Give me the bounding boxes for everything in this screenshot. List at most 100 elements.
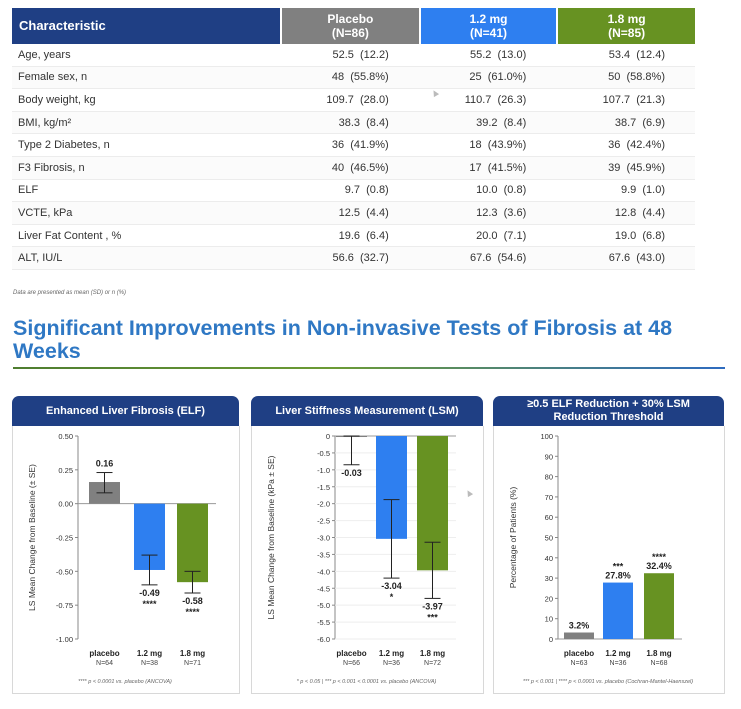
elf-panel-title: Enhanced Liver Fibrosis (ELF): [12, 396, 239, 426]
table-cell: 39.2 (8.4): [418, 111, 557, 135]
category-label: 1.2 mg: [379, 649, 404, 658]
table-row: Type 2 Diabetes, n 36 (41.9%) 18 (43.9%) 36…: [12, 134, 695, 157]
row-label: Type 2 Diabetes, n: [12, 134, 280, 157]
table-cell: 36 (42.4%): [556, 134, 695, 157]
y-tick-label: 30: [545, 574, 553, 583]
y-tick-label: 40: [545, 554, 553, 563]
row-label: Liver Fat Content , %: [12, 225, 280, 248]
significance-stars: ****: [142, 599, 157, 609]
lsm-chart: 0 -0.5 -1.0 -1.5 -2.0 -2.5 -3.0 -3.5 -4.0 -4.5 -5.…: [266, 432, 456, 667]
category-n: N=72: [424, 660, 441, 667]
table-cell: 55.2 (13.0): [418, 44, 557, 67]
y-tick-label: -0.5: [317, 449, 330, 458]
header-label: Placebo: [327, 12, 374, 26]
chart-title: Liver Stiffness Measurement (LSM): [275, 404, 459, 417]
y-tick-label: -1.5: [317, 483, 330, 492]
category-n: N=71: [184, 660, 201, 667]
table-cell: 17 (41.5%): [418, 156, 557, 180]
data-label: 0.16: [96, 459, 114, 469]
table-row: ELF 9.7 (0.8) 10.0 (0.8) 9.9 (1.0): [12, 180, 695, 203]
header-n: (N=85): [608, 26, 646, 40]
row-label: BMI, kg/m²: [12, 111, 280, 135]
row-label: ALT, IU/L: [12, 247, 280, 270]
header-n: (N=41): [469, 26, 507, 40]
category-n: N=64: [96, 660, 113, 667]
category-n: N=36: [610, 660, 627, 667]
table-row: Age, years 52.5 (12.2) 55.2 (13.0) 53.4 (12…: [12, 44, 695, 67]
lsm-panel: 0 -0.5 -1.0 -1.5 -2.0 -2.5 -3.0 -3.5 -4.0 -4.5 -5.…: [251, 426, 484, 694]
threshold-footnote: *** p < 0.001 | **** p < 0.0001 vs. plac…: [522, 679, 694, 685]
row-label: F3 Fibrosis, n: [12, 156, 280, 180]
data-label: 3.2%: [569, 621, 590, 631]
elf-footnote: **** p < 0.0001 vs. placebo (ANCOVA): [78, 679, 172, 685]
table-row: Body weight, kg 109.7 (28.0) 110.7 (26.3) 1…: [12, 89, 695, 112]
table-cell: 9.9 (1.0): [556, 180, 695, 203]
bar-1-8-mg: [177, 503, 208, 583]
y-tick-label: 70: [545, 493, 553, 502]
bar-1-8-mg: [644, 573, 674, 639]
data-label: -0.03: [341, 468, 362, 478]
baseline-characteristics-table: Characteristic Placebo (N=86) 1.2 mg (N=41…: [12, 8, 695, 270]
table-note: Data are presented as mean (SD) or n (%): [13, 290, 127, 296]
category-n: N=68: [651, 660, 668, 667]
table-cell: 19.6 (6.4): [280, 225, 419, 248]
table-body: Age, years 52.5 (12.2) 55.2 (13.0) 53.4 (12…: [12, 44, 695, 270]
row-label: Age, years: [12, 44, 280, 67]
row-label: Female sex, n: [12, 66, 280, 90]
chart-title: ≥0.5 ELF Reduction + 30% LSM Reduction T…: [527, 398, 690, 423]
table-row: BMI, kg/m² 38.3 (8.4) 39.2 (8.4) 38.7 (6.9): [12, 111, 695, 135]
table-cell: 25 (61.0%): [418, 66, 557, 90]
table-row: ALT, IU/L 56.6 (32.7) 67.6 (54.6) 67.6 (43.…: [12, 247, 695, 270]
significance-stars: ***: [613, 562, 624, 572]
y-tick-label: 0.00: [58, 500, 73, 509]
table-cell: 48 (55.8%): [280, 66, 419, 90]
data-label: 32.4%: [646, 561, 672, 571]
row-label: VCTE, kPa: [12, 202, 280, 225]
significance-stars: *: [390, 592, 394, 602]
table-cell: 109.7 (28.0): [280, 89, 419, 112]
y-axis-label: Percentage of Patients (%): [508, 487, 518, 589]
y-tick-label: -2.5: [317, 517, 330, 526]
y-tick-label: -0.50: [56, 567, 73, 576]
table-cell: 110.7 (26.3): [418, 89, 557, 112]
table-cell: 53.4 (12.4): [556, 44, 695, 67]
y-tick-label: -5.5: [317, 618, 330, 627]
table-cell: 67.6 (43.0): [556, 247, 695, 270]
header-label: 1.2 mg: [469, 12, 508, 26]
y-tick-label: 100: [540, 432, 553, 441]
y-tick-label: -0.75: [56, 601, 73, 610]
lsm-footnote: * p < 0.05 | *** p < 0.001 < 0.0001 vs. …: [296, 679, 437, 685]
table-cell: 38.3 (8.4): [280, 111, 419, 135]
data-label: -3.04: [381, 581, 402, 591]
header-n: (N=86): [331, 26, 369, 40]
y-tick-label: -3.0: [317, 534, 330, 543]
header-label: Characteristic: [19, 18, 106, 33]
y-tick-label: 60: [545, 513, 553, 522]
table-row: Liver Fat Content , % 19.6 (6.4) 20.0 (7.1…: [12, 225, 695, 248]
category-label: 1.8 mg: [180, 649, 205, 658]
table-cell: 9.7 (0.8): [280, 180, 419, 203]
significance-stars: ***: [427, 612, 438, 622]
category-n: N=36: [383, 660, 400, 667]
data-label: -0.58: [182, 596, 203, 606]
category-label: placebo: [336, 649, 366, 658]
page-heading: Significant Improvements in Non-invasive…: [13, 316, 673, 363]
row-label: ELF: [12, 180, 280, 203]
elf-panel: 0.50 0.25 0.00 -0.25 -0.50 -0.75 -1.00 LS Mean …: [12, 426, 240, 694]
table-cell: 18 (43.9%): [418, 134, 557, 157]
header-label: 1.8 mg: [607, 12, 646, 26]
lsm-panel-title: Liver Stiffness Measurement (LSM): [251, 396, 483, 426]
table-cell: 107.7 (21.3): [556, 89, 695, 112]
significance-stars: ****: [652, 552, 667, 562]
y-tick-label: -0.25: [56, 534, 73, 543]
header-placebo: Placebo (N=86): [280, 8, 419, 44]
y-tick-label: 20: [545, 594, 553, 603]
y-axis-label: LS Mean Change from Baseline (± SE): [27, 464, 37, 611]
header-characteristic: Characteristic: [12, 8, 280, 44]
y-tick-label: -4.0: [317, 567, 330, 576]
table-cell: 40 (46.5%): [280, 156, 419, 180]
y-tick-label: 50: [545, 534, 553, 543]
data-label: 27.8%: [605, 571, 631, 581]
table-row: F3 Fibrosis, n 40 (46.5%) 17 (41.5%) 39 (45…: [12, 156, 695, 180]
table-header-row: Characteristic Placebo (N=86) 1.2 mg (N=41…: [12, 8, 695, 44]
